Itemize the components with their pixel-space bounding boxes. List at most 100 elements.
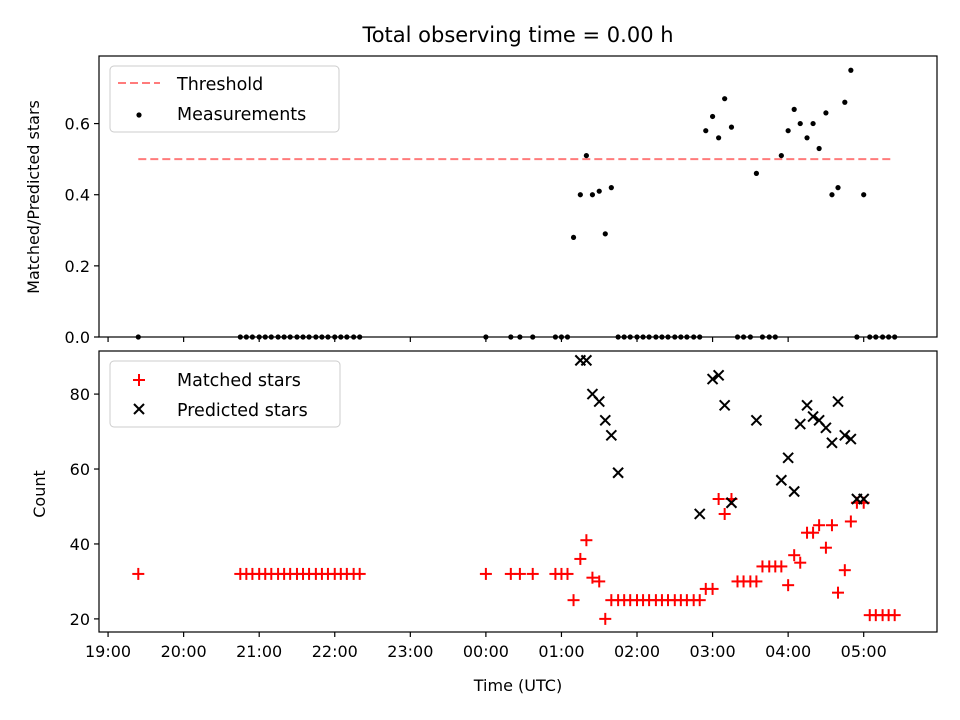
matched-stars-point [513,567,526,580]
measurement-point [785,128,791,134]
predicted-stars-point [580,354,593,367]
measurement-point [703,128,709,134]
predicted-stars-point [706,373,719,385]
x-tick-label: 19:00 [85,642,131,661]
measurement-point [716,135,722,141]
matched-stars-point [838,564,851,577]
y-tick-label: 0.6 [65,115,90,134]
measurement-point [778,152,784,159]
measurement-point [810,120,816,127]
measurement-point [728,124,735,130]
matched-stars-point [813,519,826,532]
legend-predicted-label: Predicted stars [177,401,308,421]
matched-stars-point [718,507,731,520]
legend-threshold-label: Threshold [176,75,263,95]
y-tick-label: 0.0 [65,328,90,347]
matched-stars-point [794,556,807,569]
matched-stars-point [782,579,795,592]
y-tick-label: 0.4 [65,186,90,205]
matched-stars-point [526,567,539,580]
matched-stars-point [750,575,763,588]
measurement-point [842,99,848,105]
measurement-point [791,106,797,112]
legend-measurements-label: Measurements [177,105,306,125]
predicted-stars-point [807,410,819,423]
x-axis-label: Time (UTC) [473,676,562,695]
predicted-stars-point [725,497,738,509]
matched-stars-point [567,594,580,607]
count-panel-ylabel: Count [30,470,49,518]
x-tick-label: 02:00 [614,642,660,661]
predicted-stars-point [718,399,731,412]
measurement-point [722,96,728,102]
matched-stars-point [775,560,788,573]
predicted-stars-point [612,467,624,479]
ratio-panel-ylabel: Matched/Predicted stars [24,100,43,294]
y-tick-label: 0.2 [65,257,90,276]
predicted-stars-point [801,399,813,412]
matched-stars-point [353,567,366,580]
x-tick-label: 05:00 [841,642,887,661]
predicted-stars-point [857,493,870,505]
matched-stars-point [832,586,845,599]
predicted-stars-point [750,414,763,427]
x-tick-label: 01:00 [538,642,584,661]
y-tick-label: 80 [70,385,90,404]
measurement-point [797,120,803,127]
matched-stars-point [479,567,492,580]
y-tick-label: 20 [70,610,90,629]
matched-stars-point [888,609,901,622]
predicted-stars-point [820,422,832,434]
predicted-stars-point [593,395,605,408]
predicted-stars-point [605,429,618,442]
x-tick-label: 04:00 [765,642,811,661]
predicted-stars-point [712,369,725,382]
matched-stars-point [819,541,832,554]
matched-stars-point [788,549,801,562]
matched-stars-point [599,612,612,625]
measurement-point [823,110,829,116]
measurement-point [608,185,614,191]
measurement-point [596,188,602,194]
x-tick-label: 03:00 [690,642,736,661]
measurement-point [835,185,841,191]
predicted-stars-point [694,508,706,520]
predicted-stars-point [794,418,806,430]
legend-measurements-swatch [136,112,142,118]
measurement-point [848,67,854,73]
predicted-stars-point [782,452,794,464]
x-tick-label: 23:00 [387,642,433,661]
y-tick-label: 60 [70,460,90,479]
predicted-stars-point [845,433,857,445]
ratio-panel-legend: Threshold Measurements [109,65,340,133]
measurement-point [861,192,867,198]
measurement-point [753,170,760,176]
legend-matched-swatch [133,374,145,386]
x-tick-label: 20:00 [161,642,207,661]
count-panel-frame [98,350,938,633]
matched-stars-point [825,519,838,532]
matched-stars-point [580,534,593,547]
measurement-point [602,231,608,237]
x-tick-label: 00:00 [463,642,509,661]
matched-stars-point [132,567,145,580]
measurement-point [804,135,810,141]
matched-stars-point [712,492,725,505]
y-tick-label: 40 [70,535,90,554]
x-tick-label: 22:00 [312,642,358,661]
measurement-point [816,145,822,152]
predicted-stars-point [775,474,788,486]
measurement-point [709,113,716,120]
matched-stars-point [561,567,574,580]
measurement-point [583,152,589,159]
matched-stars-point [693,594,706,607]
x-tick-label: 21:00 [236,642,282,661]
count-panel-legend: Matched stars Predicted stars [109,360,341,428]
measurement-point [829,192,835,198]
matched-stars-point [586,571,599,584]
predicted-stars-point [826,437,838,449]
matched-stars-point [807,526,820,539]
legend-matched-label: Matched stars [177,371,301,391]
matched-stars-point [574,552,587,565]
